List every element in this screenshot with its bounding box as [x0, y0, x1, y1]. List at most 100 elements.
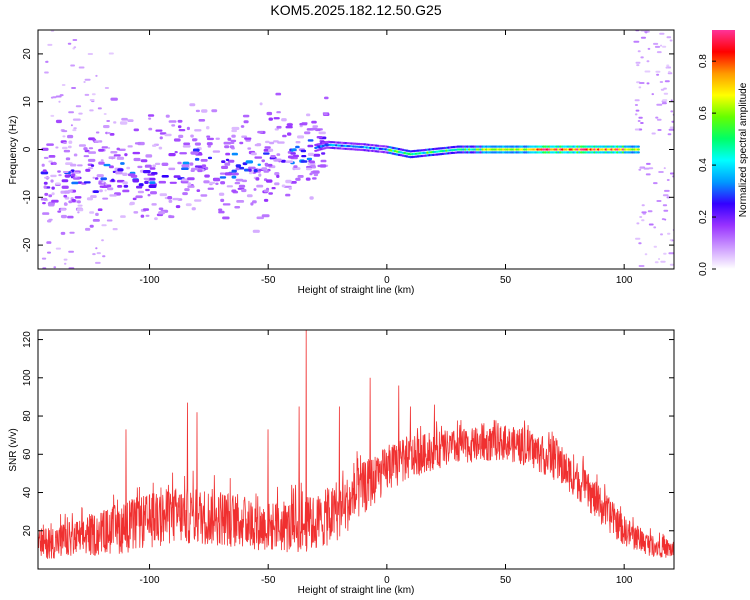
snr-y-tick-label: 80 — [22, 410, 33, 422]
heatmap-cell — [183, 142, 191, 146]
heatmap-cell — [224, 162, 231, 166]
heatmap-cell — [324, 96, 329, 100]
heatmap-cell — [204, 174, 210, 178]
heatmap-cell — [84, 78, 91, 81]
heatmap-cell — [85, 227, 91, 231]
heatmap-cell — [94, 177, 99, 180]
heatmap-cell — [101, 146, 109, 149]
heatmap-cell — [159, 136, 163, 140]
heatmap-cell — [644, 70, 651, 73]
heatmap-cell — [103, 184, 112, 188]
heatmap-cell — [316, 136, 323, 139]
heatmap-cell — [97, 208, 103, 211]
heatmap-cell — [64, 262, 67, 265]
heatmap-cell — [123, 184, 129, 188]
snr-y-tick-label: 100 — [22, 369, 33, 386]
heatmap-cell — [158, 180, 166, 184]
heatmap-cell — [231, 126, 240, 130]
heatmap-cell — [312, 170, 320, 174]
heatmap-cell — [285, 160, 294, 163]
heatmap-cell — [657, 129, 662, 131]
heatmap-cell — [92, 253, 96, 256]
heatmap-cell — [152, 144, 157, 147]
heatmap-cell — [147, 193, 151, 197]
heatmap-cell — [63, 149, 71, 153]
heatmap-cell — [116, 179, 125, 183]
heatmap-cell — [634, 104, 638, 106]
heatmap-cell — [634, 128, 640, 131]
heatmap-cell — [669, 263, 674, 266]
heatmap-cell — [124, 153, 128, 157]
heatmap-cell — [47, 202, 55, 205]
heatmap-cell — [67, 42, 72, 45]
heatmap-cell — [304, 131, 311, 135]
heatmap-cell — [178, 134, 184, 138]
heatmap-cell — [161, 175, 169, 178]
heatmap-cell — [313, 153, 321, 157]
heatmap-cell — [654, 45, 661, 48]
heatmap-cell — [113, 154, 121, 157]
heatmap-cell — [47, 251, 51, 254]
heatmap-cell — [60, 208, 67, 211]
heatmap-cell — [189, 162, 194, 166]
heatmap-cell — [110, 97, 118, 101]
heatmap-cell — [288, 186, 292, 190]
heatmap-cell — [641, 211, 647, 214]
heatmap-cell — [59, 94, 64, 97]
heatmap-cell — [280, 159, 286, 163]
heatmap-cell — [62, 135, 66, 138]
heatmap-cell — [73, 171, 80, 174]
heatmap-cell — [301, 155, 307, 158]
heatmap-cell — [51, 186, 55, 190]
heatmap-cell — [89, 211, 95, 214]
heatmap-cell — [646, 82, 650, 85]
heatmap-cell — [161, 162, 169, 166]
heatmap-cell — [221, 160, 226, 163]
heatmap-cell — [662, 99, 668, 102]
heatmap-cell — [134, 142, 142, 145]
heatmap-cell — [189, 103, 196, 107]
heatmap-cell — [48, 194, 53, 198]
heatmap-cell — [78, 144, 86, 147]
heatmap-cell — [145, 214, 150, 217]
heatmap-cell — [218, 192, 225, 196]
heatmap-cell — [113, 121, 117, 124]
heatmap-cell — [244, 137, 252, 140]
heatmap-cell — [669, 172, 674, 175]
heatmap-cell — [72, 118, 81, 121]
heatmap-cell — [144, 164, 152, 168]
heatmap-cell — [83, 181, 91, 184]
heatmap-cell — [86, 197, 93, 201]
heatmap-cell — [182, 192, 188, 196]
heatmap-cell — [663, 92, 669, 95]
heatmap-cell — [307, 139, 314, 142]
heatmap-cell — [247, 147, 252, 150]
heatmap-cell — [641, 204, 645, 207]
heatmap-cell — [51, 192, 55, 196]
heatmap-cell — [70, 124, 73, 127]
heatmap-cell — [181, 164, 190, 168]
heatmap-cell — [190, 169, 195, 172]
heatmap-cell — [311, 120, 317, 124]
heatmap-cell — [269, 141, 275, 145]
heatmap-cell — [121, 117, 128, 121]
heatmap-cell — [70, 64, 75, 67]
heatmap-cell — [638, 168, 642, 171]
heatmap-cell — [133, 128, 139, 132]
heatmap-cell — [127, 119, 134, 122]
heatmap-cell — [223, 141, 232, 145]
heatmap-cell — [285, 125, 293, 129]
heatmap-cell — [224, 145, 230, 149]
heatmap-cell — [239, 141, 244, 145]
heatmap-cell — [227, 137, 232, 141]
heatmap-cell — [250, 202, 254, 206]
heatmap-cell — [111, 157, 114, 160]
heatmap-cell — [73, 46, 77, 49]
heatmap-cell — [261, 214, 270, 218]
heatmap-cell — [636, 148, 640, 151]
heatmap-cell — [104, 87, 109, 89]
heatmap-cell — [182, 161, 190, 165]
heatmap-cell — [306, 157, 313, 161]
page-title: KOM5.2025.182.12.50.G25 — [270, 2, 442, 18]
heatmap-cell — [668, 252, 674, 255]
